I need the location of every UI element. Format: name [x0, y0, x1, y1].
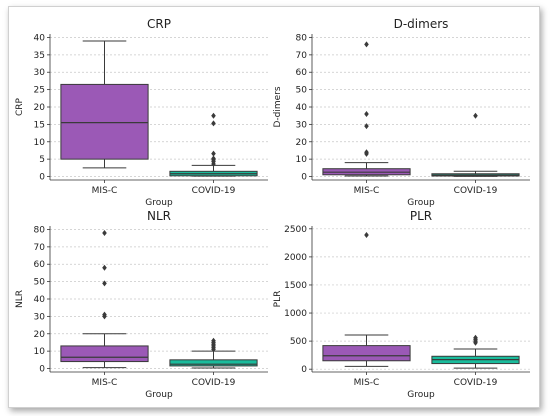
y-tick-label: 2000: [284, 253, 307, 263]
x-tick-label: MIS-C: [92, 186, 118, 196]
x-tick-label: MIS-C: [354, 378, 380, 388]
outlier-point: [364, 231, 369, 238]
y-tick-label: 35: [34, 51, 45, 61]
y-tick-label: 0: [301, 365, 307, 375]
box-mis-c: [60, 40, 149, 169]
outlier-point: [211, 150, 216, 157]
y-axis-label: PLR: [273, 291, 283, 308]
y-tick-label: 30: [296, 120, 308, 130]
box-mis-c: [322, 41, 411, 177]
chart-title: NLR: [147, 209, 171, 223]
outlier-point: [473, 112, 478, 119]
y-tick-label: 10: [34, 347, 46, 357]
panel-plr: 0 500 1000 1500 2000 2500 MIS-C COVID-19 PLR Grou…: [273, 209, 530, 400]
y-tick-label: 40: [34, 33, 46, 43]
outlier-point: [211, 161, 216, 168]
y-tick-label: 0: [301, 173, 307, 183]
outlier-point: [364, 41, 369, 48]
y-tick-label: 15: [34, 120, 45, 130]
panel-nlr: 0 10 20 30 40 50 60 70 80 MIS-C COVID-19 NLR Group NL…: [15, 209, 268, 400]
x-tick-label: COVID-19: [454, 378, 498, 388]
box-covid-19: [169, 112, 258, 177]
y-tick-label: 1000: [284, 309, 307, 319]
y-axis-label: D-dimers: [273, 86, 283, 127]
y-tick-label: 1500: [284, 281, 307, 291]
outlier-point: [364, 150, 369, 157]
outlier-point: [102, 264, 107, 271]
y-axis-label: NLR: [15, 290, 25, 308]
y-tick-label: 50: [34, 278, 46, 288]
outlier-point: [102, 313, 107, 320]
chart-title: CRP: [147, 17, 171, 31]
box-covid-19: [431, 112, 520, 177]
y-tick-label: 80: [296, 33, 308, 43]
y-tick-label: 60: [296, 68, 308, 78]
outlier-point: [364, 123, 369, 130]
x-axis-label: Group: [407, 198, 435, 208]
box-mis-c: [60, 229, 149, 369]
y-tick-label: 50: [296, 86, 308, 96]
iqr-box: [169, 359, 258, 367]
x-axis-label: Group: [407, 390, 435, 400]
y-tick-label: 25: [34, 86, 45, 96]
iqr-box: [60, 83, 149, 160]
outlier-point: [473, 339, 478, 346]
y-tick-label: 500: [290, 337, 307, 347]
y-tick-label: 70: [34, 243, 46, 253]
iqr-box: [322, 345, 411, 362]
box-covid-19: [431, 334, 520, 369]
y-tick-label: 10: [34, 138, 46, 148]
outlier-point: [102, 229, 107, 236]
iqr-box: [60, 345, 149, 363]
outlier-point: [364, 110, 369, 117]
x-tick-label: COVID-19: [192, 186, 236, 196]
y-tick-label: 70: [296, 51, 308, 61]
y-tick-label: 20: [296, 138, 308, 148]
y-tick-label: 10: [296, 155, 308, 165]
panel-crp: 0 5 10 15 20 25 30 35 40 MIS-C COVID-19 CRP Group CRP: [15, 17, 268, 208]
figure-frame: [8, 6, 540, 408]
x-tick-label: COVID-19: [192, 378, 236, 388]
y-tick-label: 20: [34, 330, 46, 340]
x-tick-label: MIS-C: [92, 378, 118, 388]
outlier-point: [211, 112, 216, 119]
x-axis-label: Group: [145, 390, 173, 400]
y-tick-label: 2500: [284, 225, 307, 235]
y-tick-label: 80: [34, 225, 46, 235]
x-axis-label: Group: [145, 198, 173, 208]
y-tick-label: 40: [296, 103, 308, 113]
y-axis-label: CRP: [15, 97, 25, 116]
x-tick-label: MIS-C: [354, 186, 380, 196]
y-tick-label: 0: [39, 365, 45, 375]
y-tick-label: 0: [39, 173, 45, 183]
outlier-point: [211, 120, 216, 127]
y-tick-label: 5: [39, 155, 45, 165]
box-mis-c: [322, 231, 411, 367]
outlier-point: [102, 280, 107, 287]
y-tick-label: 60: [34, 260, 46, 270]
chart-title: D-dimers: [394, 17, 449, 31]
x-tick-label: COVID-19: [454, 186, 498, 196]
y-tick-label: 30: [34, 68, 46, 78]
panel-d-dimers: 0 10 20 30 40 50 60 70 80 MIS-C COVID-19 D-dimers Gr…: [273, 17, 530, 208]
outlier-point: [211, 346, 216, 353]
box-covid-19: [169, 337, 258, 369]
y-tick-label: 20: [34, 103, 46, 113]
y-tick-label: 40: [34, 295, 46, 305]
chart-title: PLR: [410, 209, 432, 223]
y-tick-label: 30: [34, 312, 46, 322]
